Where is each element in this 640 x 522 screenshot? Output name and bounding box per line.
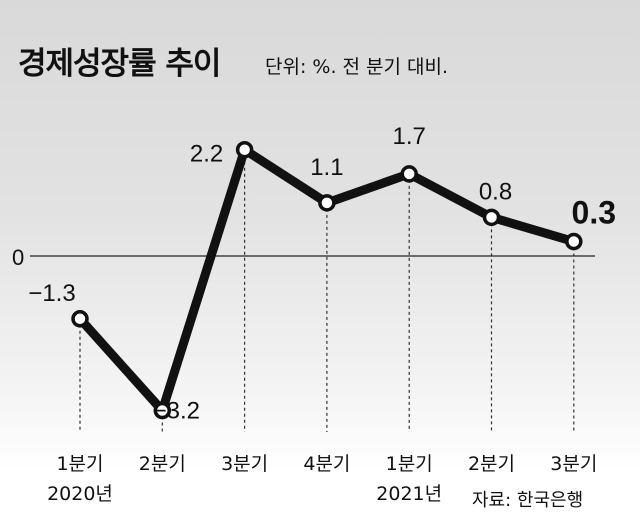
x-tick-label: 4분기 — [303, 453, 350, 475]
data-label: −3.2 — [153, 398, 200, 425]
data-point — [400, 165, 418, 183]
data-point — [482, 208, 501, 227]
data-point — [153, 401, 172, 420]
data-label: 2.2 — [190, 141, 223, 168]
year-label: 2020년 — [47, 483, 113, 505]
x-tick-label: 2분기 — [468, 453, 515, 475]
chart-title: 경제성장률 추이 — [18, 46, 221, 82]
data-point — [235, 140, 254, 159]
x-tick-label: 2분기 — [139, 453, 186, 475]
zero-label: 0 — [12, 245, 24, 270]
data-label: −1.3 — [28, 280, 75, 307]
data-label: 0.8 — [479, 178, 512, 205]
chart-subtitle: 단위: %. 전 분기 대비. — [265, 56, 449, 78]
data-label: 0.3 — [572, 195, 616, 231]
data-point — [565, 232, 583, 251]
data-point — [71, 310, 89, 328]
source-note: 자료: 한국은행 — [472, 490, 584, 511]
x-tick-label: 1분기 — [386, 453, 433, 475]
x-tick-label: 3분기 — [221, 453, 268, 475]
data-label: 1.7 — [393, 123, 426, 150]
x-tick-label: 1분기 — [56, 453, 103, 475]
data-point — [318, 194, 336, 212]
data-label: 1.1 — [310, 154, 343, 181]
year-label: 2021년 — [376, 483, 442, 505]
x-tick-label: 3분기 — [550, 453, 597, 475]
